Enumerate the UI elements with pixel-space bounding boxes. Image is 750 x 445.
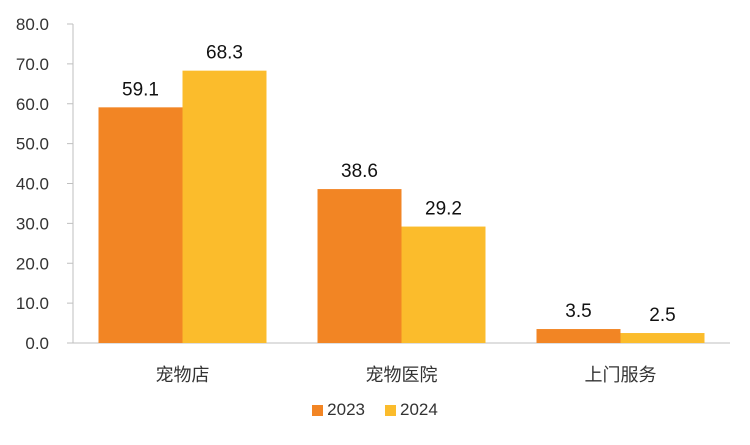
data-label: 59.1 — [122, 79, 159, 100]
legend: 2023 2024 — [0, 400, 750, 420]
y-tick-label: 30.0 — [16, 214, 49, 233]
legend-label-2024: 2024 — [400, 400, 438, 419]
x-tick-label: 宠物医院 — [366, 365, 438, 385]
bar-chart-svg: 0.0 10.0 20.0 30.0 40.0 50.0 60.0 70.0 80.0 59.1 6… — [16, 15, 730, 385]
bar-2024-0 — [182, 70, 267, 343]
y-tick-label: 50.0 — [16, 135, 49, 154]
data-label: 38.6 — [341, 161, 378, 182]
legend-item-2024: 2024 — [385, 400, 438, 420]
bar-2024-1 — [401, 226, 486, 343]
y-tick-label: 10.0 — [16, 294, 49, 313]
legend-item-2023: 2023 — [312, 400, 365, 420]
data-label: 68.3 — [206, 43, 243, 64]
data-label: 2.5 — [649, 305, 675, 326]
bar-2023-1 — [317, 189, 402, 343]
y-tick-label: 40.0 — [16, 175, 49, 194]
data-label: 3.5 — [565, 301, 591, 322]
x-tick-label: 上门服务 — [585, 365, 657, 385]
legend-label-2023: 2023 — [327, 400, 365, 419]
y-tick-label: 0.0 — [25, 334, 49, 353]
data-label: 29.2 — [425, 199, 462, 220]
bar-2023-2 — [536, 329, 621, 343]
y-tick-label: 70.0 — [16, 55, 49, 74]
x-tick-label: 宠物店 — [156, 365, 210, 385]
y-tick-label: 60.0 — [16, 95, 49, 114]
legend-swatch-2024 — [385, 404, 396, 416]
y-tick-label: 80.0 — [16, 15, 49, 34]
bar-2023-0 — [98, 107, 183, 344]
y-tick-label: 20.0 — [16, 254, 49, 273]
legend-swatch-2023 — [312, 404, 324, 416]
bar-2024-2 — [620, 333, 705, 343]
